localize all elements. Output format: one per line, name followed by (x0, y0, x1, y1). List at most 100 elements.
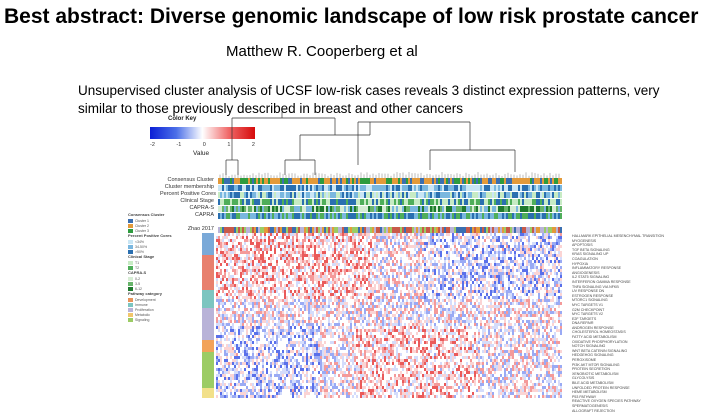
heatmap-cell (350, 311, 352, 314)
heatmap-cell (522, 287, 524, 290)
heatmap-cell (344, 284, 346, 287)
heatmap-cell (346, 308, 348, 311)
annotation-cell (552, 192, 554, 198)
heatmap-cell (310, 242, 312, 245)
heatmap-cell (236, 311, 238, 314)
heatmap-cell (392, 275, 394, 278)
heatmap-cell (536, 272, 538, 275)
heatmap-cell (216, 248, 218, 251)
annotation-cell (446, 213, 448, 219)
heatmap-cell (366, 239, 368, 242)
heatmap-cell (250, 260, 252, 263)
heatmap-cell (322, 317, 324, 320)
annotation-cell (340, 192, 342, 198)
heatmap-cell (528, 245, 530, 248)
annotation-cell (440, 178, 442, 184)
heatmap-cell (392, 260, 394, 263)
heatmap-cell (450, 311, 452, 314)
heatmap-cell (242, 245, 244, 248)
heatmap-cell (236, 278, 238, 281)
heatmap-cell (432, 278, 434, 281)
heatmap-cell (356, 266, 358, 269)
heatmap-cell (370, 242, 372, 245)
heatmap-cell (492, 242, 494, 245)
heatmap-cell (352, 284, 354, 287)
annotation-cell (312, 227, 314, 233)
heatmap-cell (380, 278, 382, 281)
heatmap-cell (300, 320, 302, 323)
heatmap-cell (224, 317, 226, 320)
annotation-cell (462, 192, 464, 198)
annotation-cell (232, 199, 234, 205)
heatmap-cell (296, 236, 298, 239)
heatmap-cell (318, 233, 320, 236)
heatmap-cell (460, 299, 462, 302)
heatmap-cell (370, 308, 372, 311)
heatmap-cell (384, 257, 386, 260)
annotation-cell (458, 206, 460, 212)
annotation-cell (318, 227, 320, 233)
heatmap-cell (380, 269, 382, 272)
heatmap-cell (310, 317, 312, 320)
heatmap-cell (388, 263, 390, 266)
annotation-cell (422, 227, 424, 233)
heatmap-cell (354, 242, 356, 245)
annotation-cell (484, 199, 486, 205)
annotation-cell (274, 227, 276, 233)
heatmap-cell (302, 284, 304, 287)
heatmap-cell (398, 284, 400, 287)
heatmap-cell (384, 287, 386, 290)
heatmap-cell (368, 320, 370, 323)
heatmap-cell (230, 266, 232, 269)
heatmap-cell (502, 233, 504, 236)
heatmap-cell (516, 320, 518, 323)
heatmap-cell (478, 305, 480, 308)
heatmap-cell (256, 284, 258, 287)
heatmap-cell (270, 254, 272, 257)
heatmap-cell (250, 248, 252, 251)
heatmap-cell (294, 233, 296, 236)
heatmap-cell (428, 311, 430, 314)
heatmap-cell (246, 245, 248, 248)
heatmap-cell (240, 320, 242, 323)
heatmap-cell (402, 302, 404, 305)
heatmap-cell (418, 254, 420, 257)
annotation-cell (276, 178, 278, 184)
heatmap-cell (534, 242, 536, 245)
heatmap-cell (400, 248, 402, 251)
heatmap-cell (520, 278, 522, 281)
heatmap-cell (520, 302, 522, 305)
heatmap-cell (530, 251, 532, 254)
heatmap-cell (450, 278, 452, 281)
heatmap-cell (296, 275, 298, 278)
heatmap-cell (414, 305, 416, 308)
annotation-cell (454, 178, 456, 184)
heatmap-cell (538, 275, 540, 278)
heatmap-cell (454, 305, 456, 308)
heatmap-cell (280, 284, 282, 287)
pathway-category-bar (202, 308, 214, 340)
heatmap-cell (374, 296, 376, 299)
heatmap-cell (308, 275, 310, 278)
annotation-cell (308, 199, 310, 205)
annotation-cell (446, 206, 448, 212)
heatmap-cell (492, 296, 494, 299)
annotation-cell (382, 178, 384, 184)
heatmap-cell (560, 275, 562, 278)
annotation-cell (288, 199, 290, 205)
heatmap-cell (520, 257, 522, 260)
heatmap-cell (216, 317, 218, 320)
annotation-cell (320, 178, 322, 184)
heatmap-cell (304, 263, 306, 266)
heatmap-cell (374, 305, 376, 308)
annotation-cell (260, 227, 262, 233)
heatmap-cell (308, 254, 310, 257)
heatmap-cell (334, 251, 336, 254)
heatmap-cell (300, 251, 302, 254)
heatmap-cell (274, 272, 276, 275)
annotation-cell (532, 185, 534, 191)
heatmap-cell (312, 263, 314, 266)
heatmap-cell (286, 257, 288, 260)
heatmap-cell (502, 272, 504, 275)
annotation-cell (246, 227, 248, 233)
